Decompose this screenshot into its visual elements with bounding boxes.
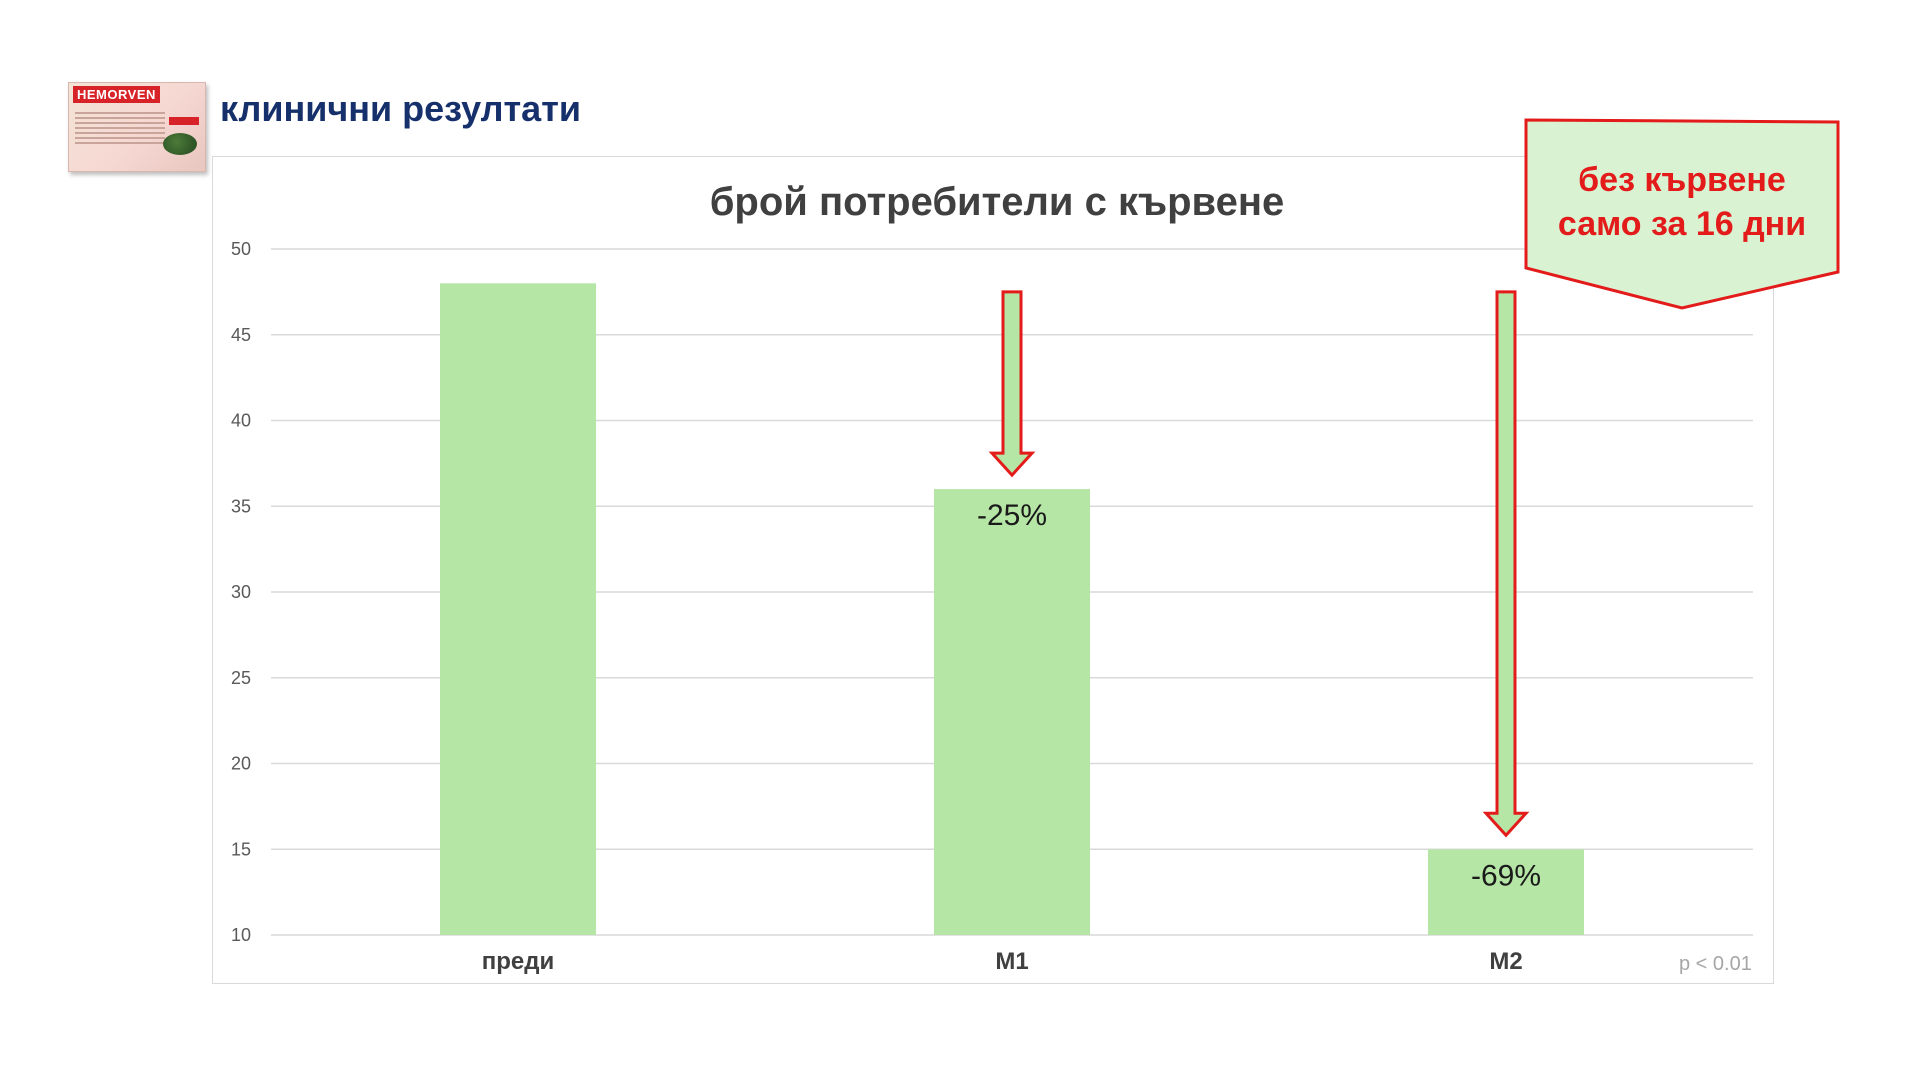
y-tick-label: 25 xyxy=(231,668,251,688)
data-label: -25% xyxy=(977,499,1047,532)
y-tick-label: 50 xyxy=(231,239,251,259)
bar-1 xyxy=(440,283,596,935)
product-badge xyxy=(169,117,199,125)
bar-chart: брой потребители с кървене 10 15 20 25 30 35 4… xyxy=(231,180,1753,975)
down-arrow xyxy=(988,290,1036,478)
chart-frame: брой потребители с кървене 10 15 20 25 30 35 4… xyxy=(212,156,1774,984)
callout-line2: само за 16 дни xyxy=(1557,205,1807,243)
data-label: -69% xyxy=(1471,859,1541,892)
callout-banner: без кървене само за 16 дни xyxy=(1524,118,1840,312)
y-tick-label: 45 xyxy=(231,325,251,345)
product-package-image: HEMORVEN xyxy=(68,82,206,172)
product-brand-label: HEMORVEN xyxy=(73,86,160,103)
bar-3 xyxy=(1428,849,1584,935)
bar-2 xyxy=(934,489,1090,935)
product-text-lines xyxy=(75,109,165,147)
y-tick-label: 35 xyxy=(231,496,251,516)
x-tick-label: M2 xyxy=(1489,948,1522,975)
y-tick-label: 15 xyxy=(231,839,251,859)
y-tick-label: 40 xyxy=(231,411,251,431)
callout-shape xyxy=(1524,118,1840,310)
callout-line1: без кървене xyxy=(1578,161,1786,199)
page-title: клинични резултати xyxy=(220,88,581,129)
chart-title: брой потребители с кървене xyxy=(710,180,1285,224)
x-tick-label: преди xyxy=(482,948,555,975)
y-tick-label: 10 xyxy=(231,925,251,945)
y-tick-label: 20 xyxy=(231,754,251,774)
p-value-annotation: p < 0.01 xyxy=(1679,953,1752,975)
product-leaf-image xyxy=(163,133,197,155)
x-tick-label: M1 xyxy=(995,948,1028,975)
down-arrow xyxy=(1482,290,1530,838)
y-tick-label: 30 xyxy=(231,582,251,602)
